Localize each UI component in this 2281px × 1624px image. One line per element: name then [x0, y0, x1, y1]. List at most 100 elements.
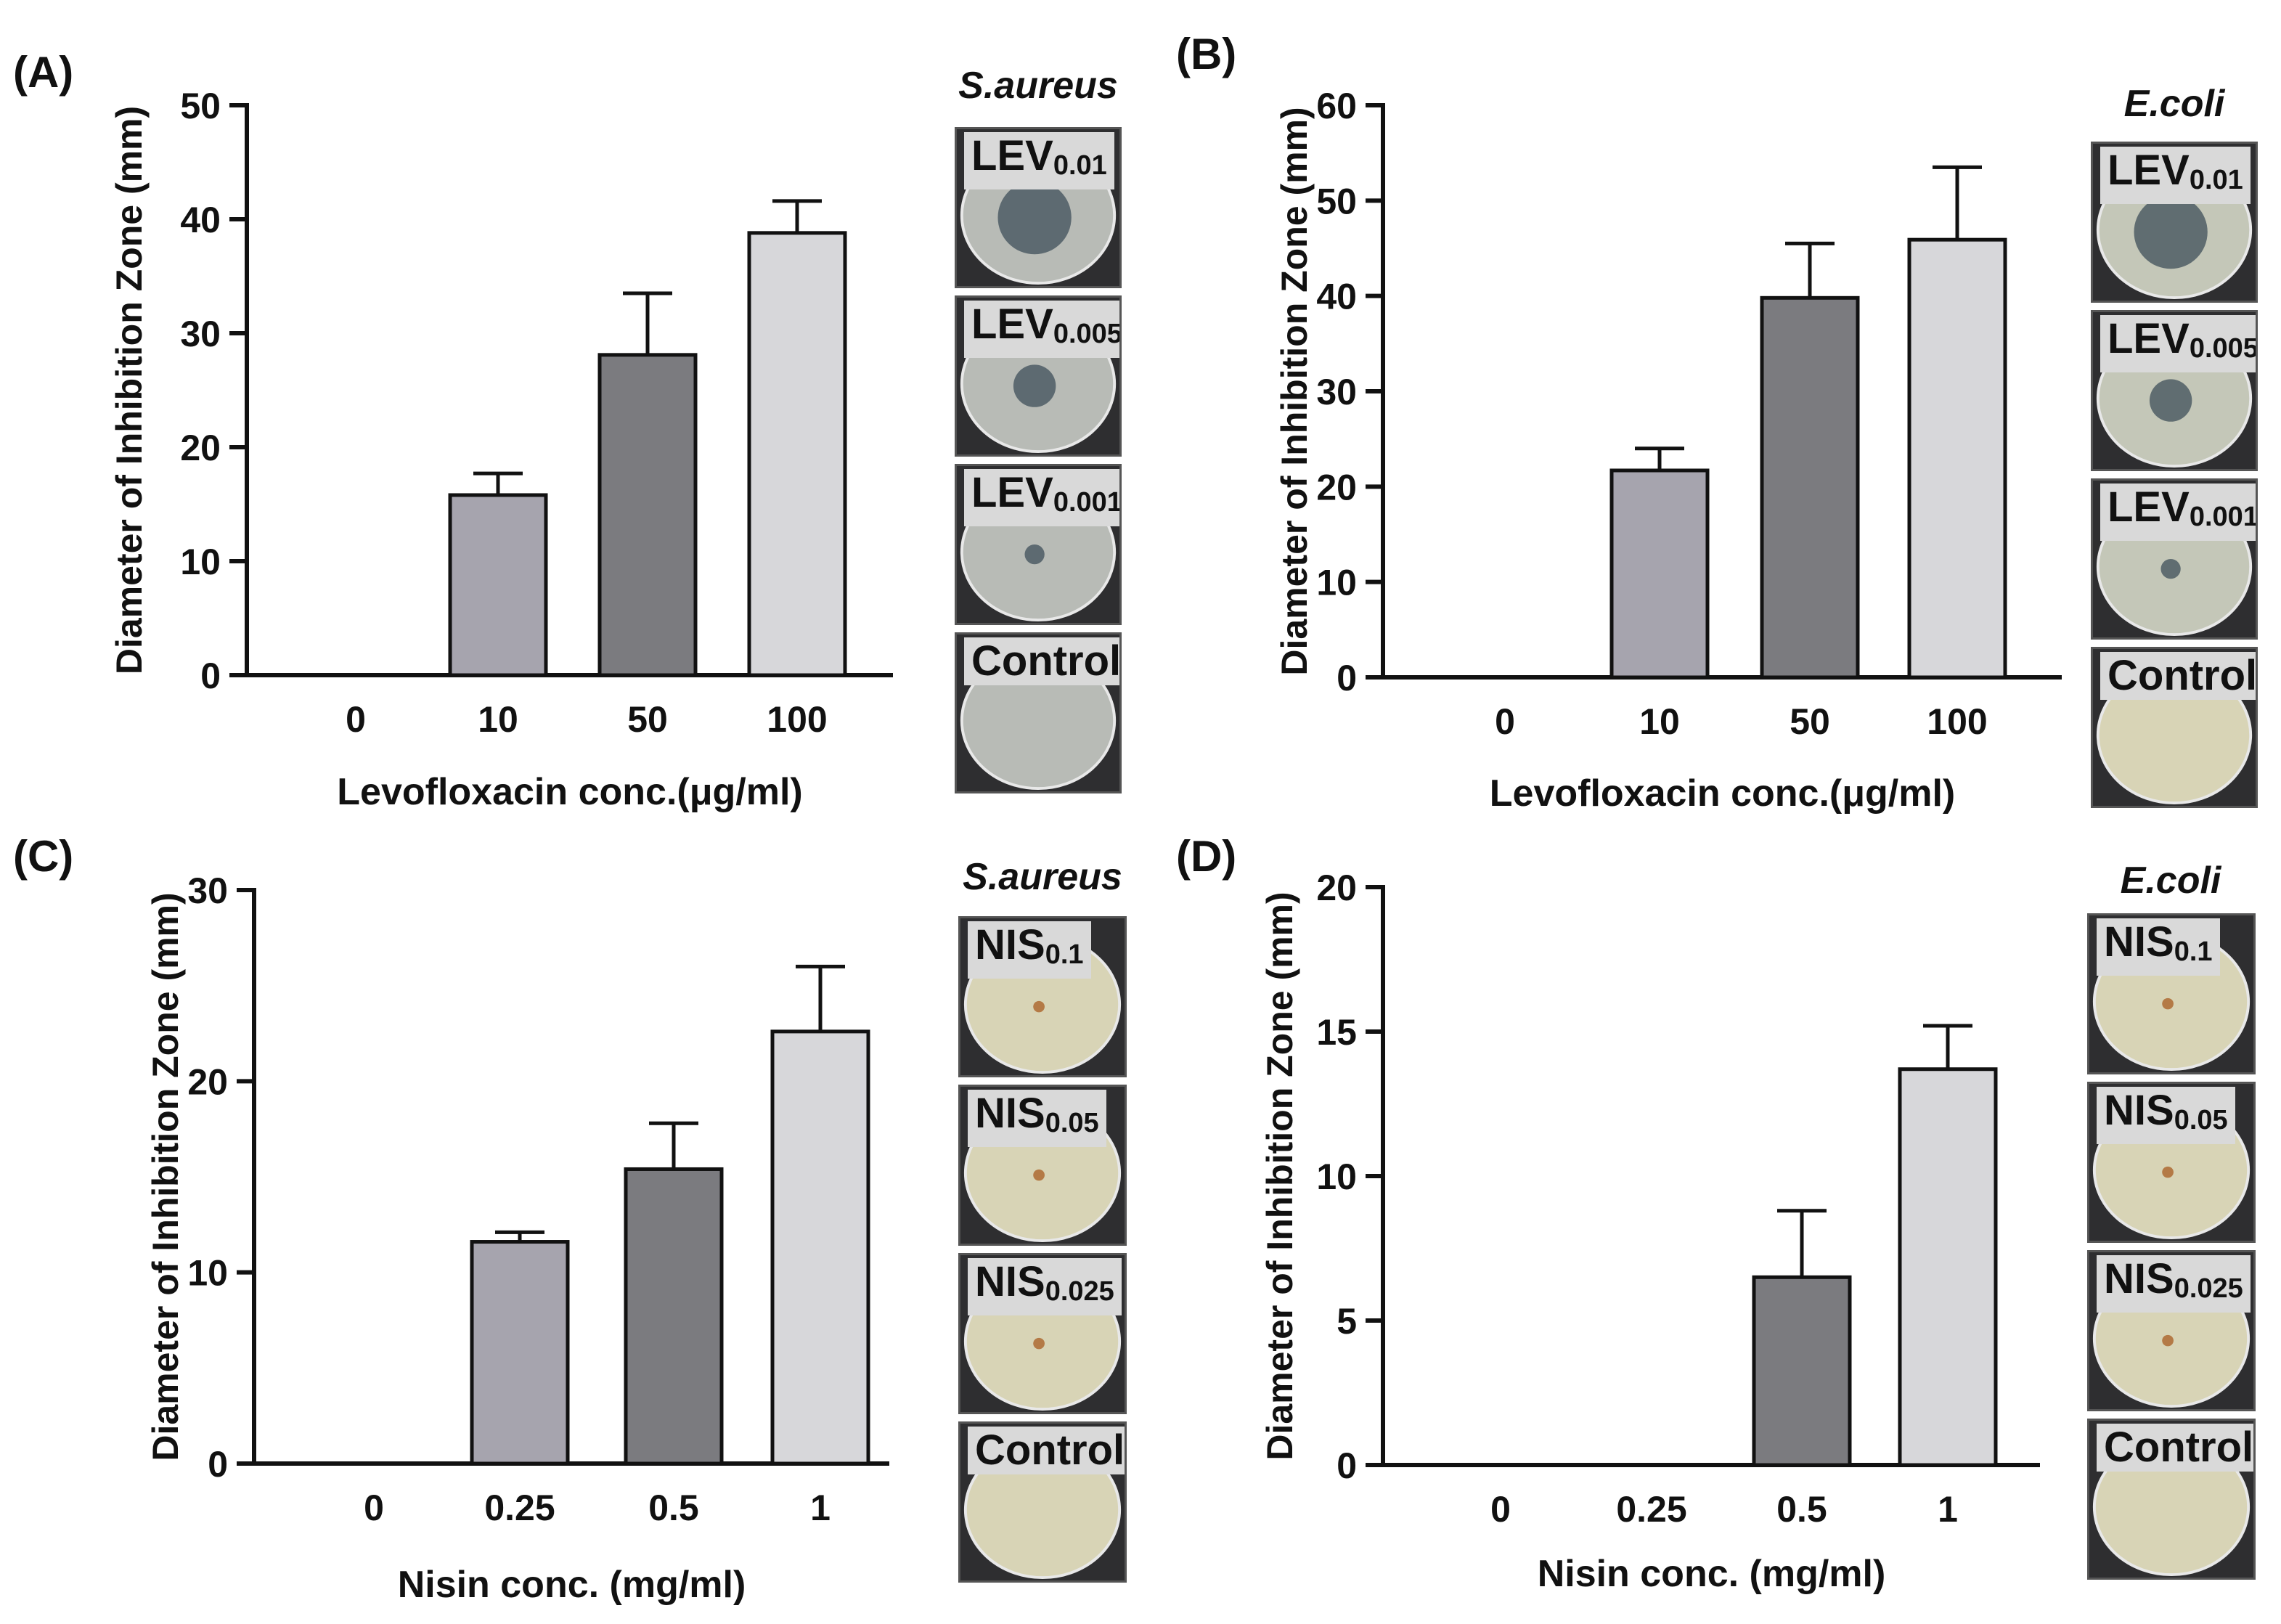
bar — [770, 1029, 870, 1466]
y-tick-label: 20 — [1316, 467, 1357, 507]
plate-label: LEV0.005 — [964, 301, 1122, 358]
plate-label: LEV0.005 — [2100, 315, 2256, 372]
plate-label-subscript: 0.01 — [2189, 165, 2243, 195]
organism-label: E.coli — [2124, 83, 2226, 125]
plate-label-subscript: 0.001 — [2189, 502, 2258, 532]
plate-photo: Control — [2087, 1419, 2256, 1580]
inhibition-zone — [1033, 1169, 1045, 1181]
plate-label-base: NIS — [2104, 918, 2174, 966]
inhibition-zone — [2134, 195, 2208, 269]
inhibition-zone — [997, 181, 1072, 255]
plate-photo: NIS0.1 — [958, 916, 1127, 1077]
y-tick-label: 40 — [180, 200, 221, 240]
x-tick-label: 0.25 — [484, 1488, 555, 1528]
plate-photo: NIS0.05 — [2087, 1082, 2256, 1243]
x-tick-label: 50 — [1790, 701, 1830, 742]
x-tick-label: 0 — [364, 1488, 384, 1528]
plate-label-base: LEV — [971, 132, 1053, 179]
chart-panel-0: (A) 0 10 20 30 40 50 0 10 50 100 Levofloxacin conc.… — [13, 48, 1118, 813]
y-tick-label: 0 — [200, 656, 221, 696]
x-tick-label: 1 — [810, 1488, 831, 1528]
bar — [1760, 295, 1860, 680]
plate-label-subscript: 0.05 — [1045, 1108, 1099, 1138]
inhibition-zone — [1033, 1337, 1045, 1350]
y-tick-label: 20 — [180, 428, 221, 468]
plate-label-subscript: 0.01 — [1053, 150, 1107, 181]
inhibition-zone — [2162, 1166, 2174, 1178]
y-axis-title: Diameter of Inhibition Zone (mm) — [109, 106, 150, 674]
bar — [597, 353, 698, 677]
y-tick-label: 10 — [180, 542, 221, 582]
inhibition-zone — [1013, 364, 1056, 407]
organism-label: S.aureus — [958, 65, 1118, 107]
inhibition-zone — [2160, 559, 2181, 579]
plate-label: NIS0.025 — [968, 1258, 1122, 1315]
plate-label-base: Control — [975, 1427, 1125, 1474]
plate-label-base: NIS — [975, 921, 1045, 968]
x-tick-label: 0.5 — [648, 1488, 699, 1528]
inhibition-zone — [2162, 1334, 2174, 1347]
plate-label: NIS0.1 — [968, 921, 1091, 979]
plate-photo: NIS0.025 — [958, 1253, 1127, 1414]
plate-label: NIS0.025 — [2097, 1255, 2251, 1313]
panel-label: (C) — [13, 832, 73, 881]
plate-label-base: LEV — [971, 301, 1053, 348]
inhibition-zone — [1033, 1000, 1045, 1013]
plate-label-subscript: 0.005 — [1053, 319, 1122, 349]
y-tick-label: 0 — [1337, 1445, 1357, 1486]
bar — [1898, 1067, 1998, 1467]
plate-label-base: Control — [2107, 652, 2258, 699]
plate-photo: NIS0.1 — [2087, 913, 2256, 1074]
y-tick-label: 0 — [1337, 658, 1357, 698]
chart-panel-3: (D) 0 5 10 15 20 0 0.25 0.5 1 Nisin conc. (mg/ml) D… — [1176, 832, 2222, 1595]
plate-label-base: LEV — [971, 469, 1053, 516]
plate-label: LEV0.001 — [2100, 483, 2258, 541]
y-tick-label: 30 — [180, 314, 221, 354]
chart-panel-1: (B) 0 10 20 30 40 50 60 0 10 50 100 Levofloxacin con… — [1176, 30, 2226, 815]
x-tick-label: 0 — [1495, 701, 1515, 742]
inhibition-zone — [2162, 997, 2174, 1010]
y-tick-label: 5 — [1337, 1301, 1357, 1342]
panel-label: (D) — [1176, 832, 1236, 881]
plate-photo: NIS0.025 — [2087, 1250, 2256, 1411]
plate-label-base: NIS — [2104, 1255, 2174, 1302]
panel-label: (B) — [1176, 30, 1236, 78]
plate-label: NIS0.1 — [2097, 918, 2220, 976]
plate-photo: LEV0.01 — [2091, 142, 2258, 303]
y-tick-label: 50 — [180, 86, 221, 126]
y-axis-title: Diameter of Inhibition Zone (mm) — [1274, 107, 1315, 675]
plate-label-base: LEV — [2107, 483, 2190, 531]
x-tick-label: 100 — [1927, 701, 1987, 742]
plate-label: NIS0.05 — [968, 1090, 1106, 1147]
y-axis-title: Diameter of Inhibition Zone (mm) — [1260, 891, 1300, 1460]
x-axis-title: Levofloxacin conc.(μg/ml) — [1490, 772, 1955, 815]
bar — [1609, 468, 1710, 680]
x-tick-label: 0 — [346, 699, 366, 740]
plate-label: Control — [964, 637, 1122, 685]
bar — [624, 1167, 724, 1466]
plate-label-base: NIS — [975, 1258, 1045, 1305]
plate-photo: LEV0.001 — [2091, 478, 2258, 640]
plate-photo: LEV0.005 — [2091, 310, 2258, 471]
plate-photo: LEV0.001 — [955, 464, 1122, 625]
x-axis-title: Nisin conc. (mg/ml) — [1538, 1553, 1886, 1595]
y-tick-label: 50 — [1316, 181, 1357, 221]
bar — [470, 1240, 570, 1466]
plate-label-base: Control — [971, 637, 1122, 685]
y-tick-label: 20 — [1316, 868, 1357, 908]
plate-label-base: LEV — [2107, 315, 2190, 362]
bar — [747, 231, 847, 677]
plate-label-base: Control — [2104, 1424, 2254, 1471]
bar — [1752, 1275, 1852, 1467]
plate-label-subscript: 0.025 — [1045, 1276, 1114, 1307]
plate-label-subscript: 0.1 — [2174, 937, 2213, 967]
plate-photo: LEV0.01 — [955, 127, 1122, 288]
plate-label-subscript: 0.001 — [1053, 487, 1122, 518]
plate-photo: Control — [958, 1421, 1127, 1583]
chart-panel-2: (C) 0 10 20 30 0 0.25 0.5 1 Nisin conc. (mg/ml) Di… — [13, 832, 1122, 1606]
plate-photo: LEV0.005 — [955, 295, 1122, 457]
plate-label-base: NIS — [975, 1090, 1045, 1137]
panel-label: (A) — [13, 48, 73, 97]
y-axis-title: Diameter of Inhibition Zone (mm) — [145, 892, 186, 1461]
